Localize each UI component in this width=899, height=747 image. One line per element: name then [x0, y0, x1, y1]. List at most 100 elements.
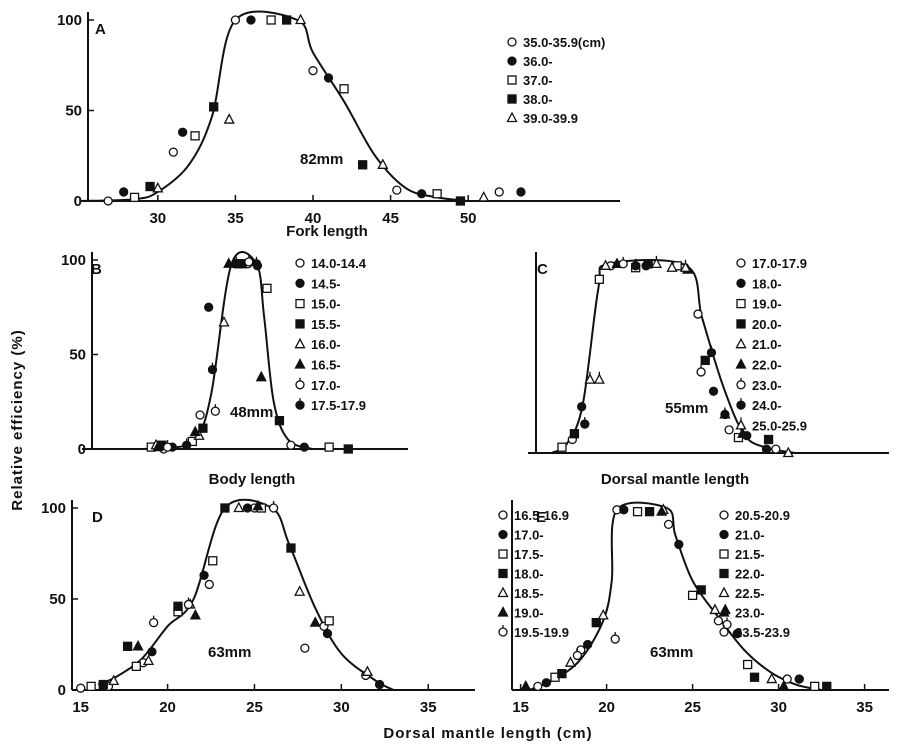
- data-point: [242, 503, 253, 513]
- data-point: [696, 364, 706, 377]
- data-point: [299, 442, 309, 452]
- data-point: [199, 570, 209, 580]
- y-tick-label: 100: [57, 12, 82, 29]
- data-point: [572, 648, 583, 661]
- data-point: [129, 192, 140, 203]
- x-tick-label: 50: [460, 210, 477, 227]
- legend-marker: [295, 278, 305, 288]
- legend-entry: 14.5-: [311, 276, 341, 291]
- legend-marker: [507, 56, 517, 66]
- y-tick-label: 100: [41, 500, 66, 517]
- legend-entry: 17.0-: [514, 528, 544, 543]
- x-tick-label: 45: [382, 210, 399, 227]
- legend-marker: [498, 625, 508, 637]
- data-point: [724, 425, 734, 435]
- data-point: [324, 616, 334, 626]
- data-point: [541, 678, 552, 688]
- panel-e: 15 20 25 30 35 E 63mm 20.5-20.9 21.0- 21.5- 22.0- 2…: [511, 500, 889, 716]
- x-axis-label: Dorsal mantle length (cm): [383, 725, 592, 742]
- data-point: [168, 147, 178, 157]
- data-point: [631, 258, 641, 271]
- data-point: [599, 259, 612, 270]
- data-point: [108, 674, 120, 686]
- data-point: [220, 503, 230, 513]
- y-tick-label: 0: [78, 441, 86, 458]
- data-point: [708, 386, 719, 396]
- data-point: [198, 423, 208, 433]
- data-point: [533, 681, 543, 692]
- data-point: [98, 679, 108, 690]
- x-axis-title: Fork length: [286, 223, 368, 240]
- data-point: [145, 181, 155, 192]
- data-point: [209, 102, 219, 112]
- data-point: [619, 505, 629, 515]
- y-tick-label: 50: [49, 591, 66, 608]
- data-point: [223, 257, 235, 268]
- data-point: [195, 410, 205, 420]
- mesh-size-label: 63mm: [650, 644, 693, 661]
- legend-entry: 22.0-: [752, 358, 782, 373]
- legend-marker: [718, 586, 730, 598]
- legend-marker: [295, 398, 305, 410]
- data-point: [557, 442, 567, 452]
- data-point: [580, 417, 590, 429]
- data-point: [666, 261, 678, 272]
- data-point: [700, 355, 710, 366]
- data-point: [569, 429, 580, 439]
- x-axis-title: Body length: [209, 471, 296, 488]
- data-point: [251, 256, 262, 269]
- mesh-size-label: 55mm: [665, 400, 708, 417]
- data-point: [687, 590, 698, 601]
- fitted-curve: [528, 501, 822, 691]
- legend-entry: 17.0-: [311, 378, 341, 393]
- legend-entry: 25.0-25.9: [752, 418, 807, 433]
- legend-entry: 19.0-: [514, 606, 544, 621]
- data-point: [610, 632, 620, 644]
- legend-entry: 18.5-: [514, 586, 544, 601]
- data-point: [782, 674, 792, 684]
- data-point: [210, 404, 221, 416]
- data-point: [252, 499, 264, 511]
- x-tick-label: 20: [598, 699, 615, 716]
- legend-marker: [507, 75, 517, 85]
- data-point: [204, 302, 214, 312]
- legend-entry: 14.0-14.4: [311, 256, 367, 271]
- legend-marker: [507, 94, 517, 104]
- data-point: [763, 434, 774, 445]
- data-point: [119, 187, 129, 197]
- legend-marker: [295, 377, 305, 390]
- data-point: [742, 659, 753, 670]
- legend-marker: [719, 529, 729, 540]
- data-point: [183, 597, 194, 610]
- legend-entry: 17.5-17.9: [311, 398, 366, 413]
- data-point: [178, 127, 188, 137]
- data-point: [732, 628, 742, 639]
- data-point: [343, 444, 353, 454]
- fitted-curve: [80, 10, 469, 202]
- data-point: [149, 615, 159, 628]
- data-point: [720, 407, 730, 420]
- panel-label: E: [536, 509, 546, 526]
- data-point: [674, 539, 684, 550]
- legend-marker: [497, 586, 509, 598]
- legend-marker: [295, 298, 305, 309]
- panel-label: C: [537, 261, 548, 278]
- data-point: [374, 679, 385, 690]
- legend-entry: 17.5-: [514, 547, 544, 562]
- legend-marker: [735, 337, 747, 349]
- x-tick-label: 30: [333, 699, 350, 716]
- legend-entry: 16.0-: [311, 337, 341, 352]
- legend-marker: [736, 298, 746, 309]
- legend-marker: [719, 625, 729, 637]
- data-point: [246, 15, 256, 25]
- data-point: [223, 113, 235, 124]
- data-point: [131, 661, 141, 671]
- data-point: [324, 442, 334, 452]
- data-point: [822, 681, 832, 692]
- legend-marker: [735, 417, 747, 430]
- legend-marker: [719, 510, 729, 520]
- data-point: [516, 187, 526, 197]
- data-point: [231, 256, 242, 269]
- data-point: [182, 438, 192, 450]
- legend-entry: 37.0-: [523, 73, 553, 88]
